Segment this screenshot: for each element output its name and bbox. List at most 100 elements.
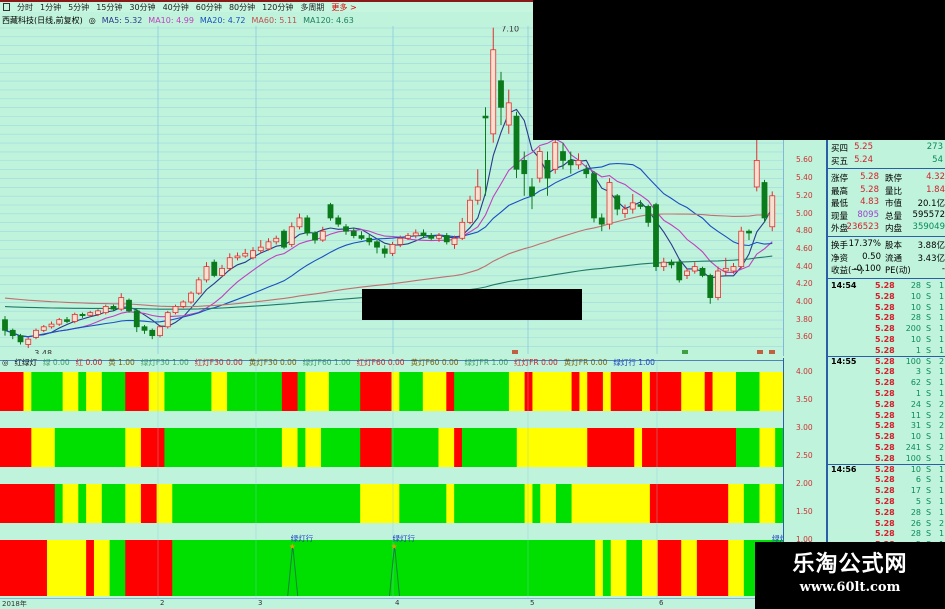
settings-icon[interactable]: ◎ [88, 15, 96, 25]
candle-body [769, 195, 776, 228]
candle-body [653, 204, 659, 267]
tick-side: S [926, 345, 932, 355]
candle-body [436, 235, 442, 239]
event-marker-icon [757, 350, 763, 354]
price-tick-label: 4.80 [796, 226, 813, 236]
tick-row: 5.28 3 S 1 [831, 367, 945, 378]
signal-cell [328, 484, 338, 523]
indicator-name[interactable]: 红绿灯 [14, 357, 38, 367]
stat-value: 359049 [912, 222, 945, 232]
candle-body [467, 199, 473, 223]
signal-cell [673, 372, 682, 411]
more-button[interactable]: 更多 > [331, 2, 357, 12]
tick-volume: 100 [905, 453, 921, 463]
signal-cell [399, 428, 408, 467]
signal-cell [336, 372, 346, 411]
period-tab[interactable]: 80分钟 [228, 2, 256, 12]
signal-cell [274, 428, 283, 467]
period-tab[interactable]: 分时 [17, 2, 33, 12]
signal-cell [227, 372, 236, 411]
tick-side: S [926, 302, 932, 312]
tick-volume: 11 [910, 410, 921, 420]
tick-time: 14:55 [831, 356, 857, 366]
period-tab[interactable]: 15分钟 [96, 2, 123, 12]
date-tick-label: 5 [530, 599, 535, 607]
signal-cell [634, 428, 643, 467]
tick-row: 14:56 5.28 10 S 1 [831, 465, 945, 476]
section-divider [828, 236, 945, 237]
signal-cell [203, 540, 212, 596]
tick-side: S [926, 356, 932, 366]
signal-cell [234, 540, 244, 596]
signal-cell [70, 428, 79, 467]
candle-body [505, 102, 512, 126]
signal-cell [383, 540, 392, 596]
candle-body [40, 326, 47, 331]
candle [226, 253, 233, 272]
candle [591, 171, 597, 223]
signal-cell [430, 484, 439, 523]
signal-cell [563, 428, 573, 467]
signal-cell [242, 540, 252, 596]
signal-cell [595, 540, 604, 596]
candle-body [606, 182, 613, 225]
tick-price: 5.28 [875, 324, 895, 334]
period-tab[interactable]: 5分钟 [68, 2, 90, 12]
indicator-tick-label: 3.50 [796, 395, 813, 404]
stat-label: 市值 [885, 199, 903, 209]
candle [265, 238, 272, 251]
candle-body [296, 217, 303, 228]
signal-cell [313, 372, 322, 411]
candle [133, 309, 140, 333]
signal-cell [414, 428, 424, 467]
candle [250, 247, 256, 260]
stat-label: 外盘 [831, 224, 849, 234]
signal-cell [289, 372, 299, 411]
signal-cell [407, 428, 416, 467]
quote-row: 外盘 236523 内盘 359049 [831, 222, 945, 234]
period-tab[interactable]: 40分钟 [162, 2, 189, 12]
candle [691, 262, 698, 274]
signal-cell [595, 372, 604, 411]
date-tick-label: 4 [395, 599, 400, 607]
indicator-tick-label: 1.00 [796, 535, 813, 544]
tick-price: 5.28 [875, 475, 895, 485]
signal-cell [391, 484, 400, 523]
tick-price: 5.28 [875, 399, 895, 409]
indicator-tick-label: 4.00 [796, 367, 813, 376]
signal-cell [383, 372, 392, 411]
tick-count: 1 [939, 507, 945, 517]
ma-legend-item: MA5: 5.32 [101, 15, 143, 25]
redaction-block [533, 0, 945, 140]
watermark-name: 乐淘公式网 [792, 552, 908, 577]
tick-volume: 241 [905, 443, 921, 452]
candle-body [761, 182, 768, 219]
candle-body [118, 297, 125, 310]
signal-cell [117, 372, 126, 411]
period-tab[interactable]: 多周期 [300, 2, 325, 12]
candle-body [327, 204, 334, 219]
candle-body [622, 208, 628, 214]
signal-label: 绿灯行 [772, 533, 783, 543]
window-icon[interactable] [3, 3, 10, 11]
signal-cell [649, 428, 659, 467]
period-tab[interactable]: 120分钟 [262, 2, 294, 12]
candlestick-chart[interactable]: 7.10 3.48 [0, 26, 783, 354]
signal-cell [540, 428, 549, 467]
signal-cell [454, 428, 463, 467]
signal-cell [751, 484, 761, 523]
period-tab[interactable]: 1分钟 [40, 2, 62, 12]
period-tab[interactable]: 30分钟 [129, 2, 156, 12]
signal-cell [70, 372, 79, 411]
signal-cell [720, 540, 729, 596]
signal-band-chart[interactable]: ★绿灯行★绿灯行绿灯行 [0, 360, 783, 600]
period-tab[interactable]: 60分钟 [195, 2, 222, 12]
signal-cell [148, 540, 158, 596]
candle [676, 259, 683, 283]
candle-body [490, 49, 497, 135]
signal-cell [775, 372, 783, 411]
tick-volume: 6 [915, 475, 921, 485]
indicator-icon[interactable]: ◎ [2, 357, 9, 367]
signal-cell [133, 484, 142, 523]
